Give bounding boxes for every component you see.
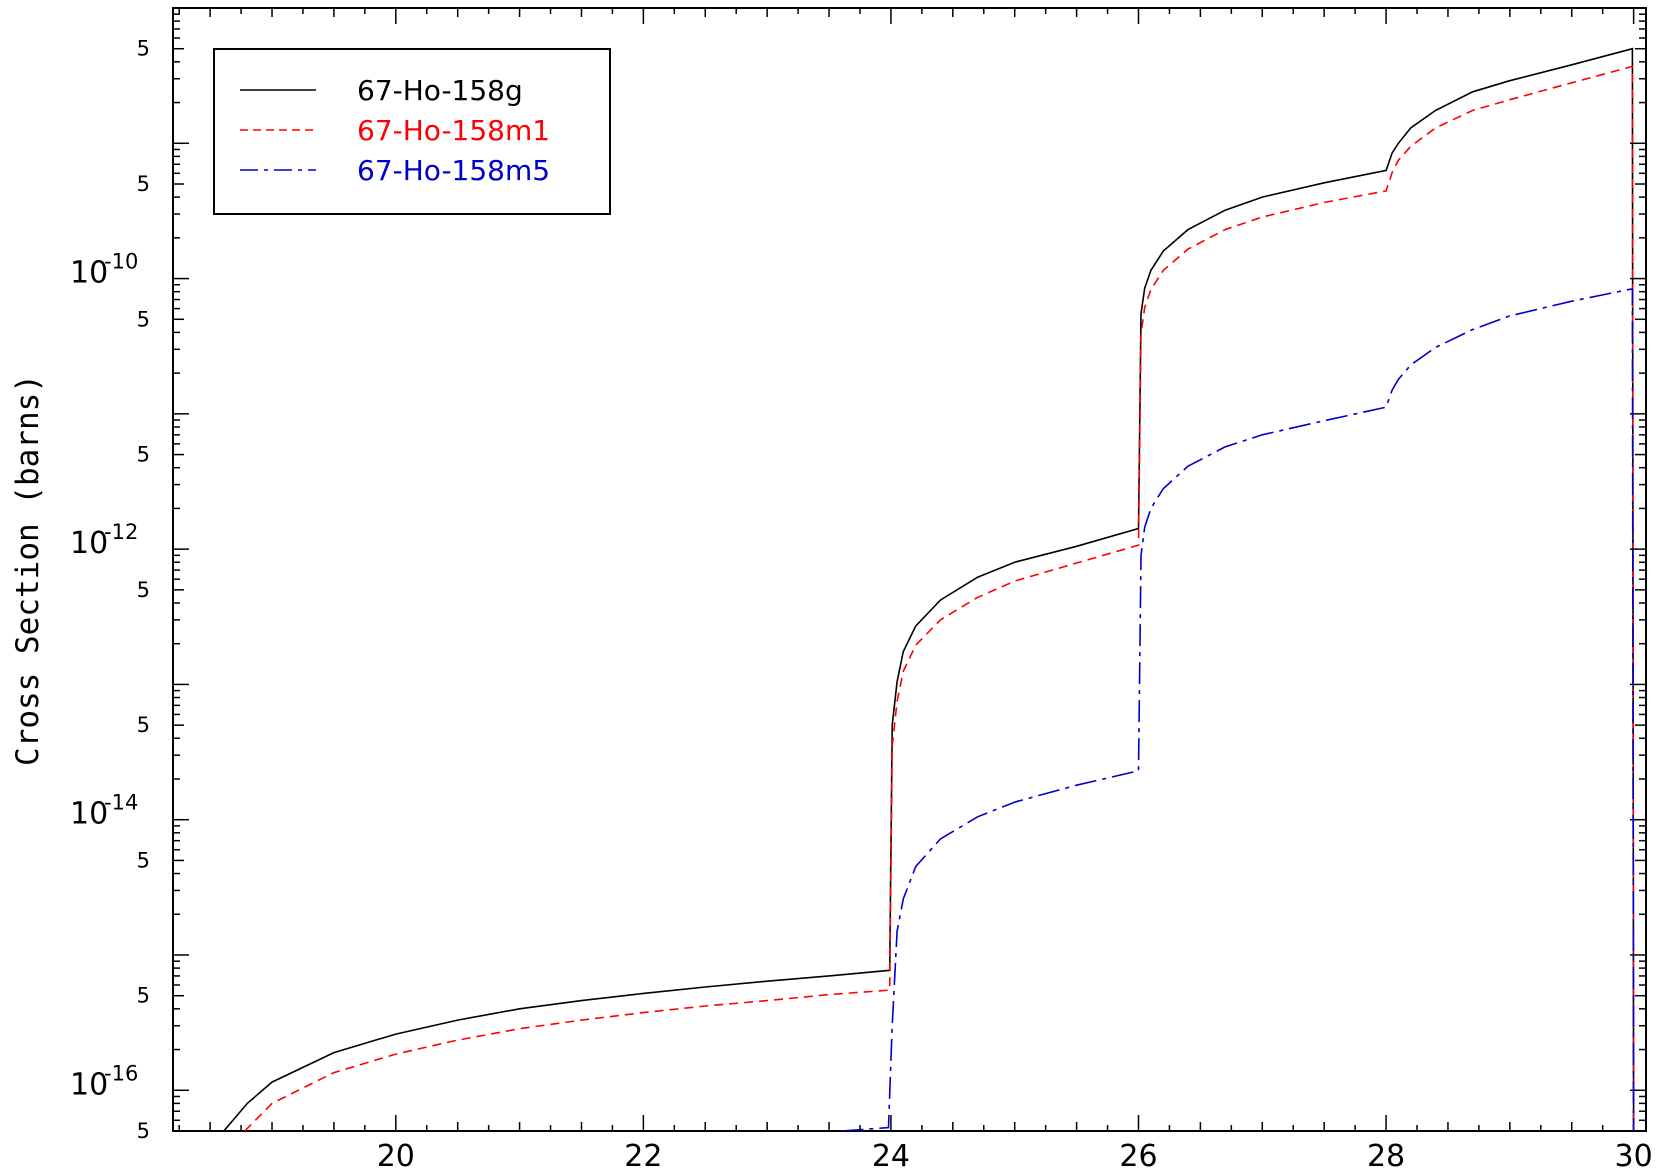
y-tick-label-five: 5 bbox=[137, 578, 150, 602]
y-tick-label-exponent: -12 bbox=[104, 520, 138, 544]
y-tick-label-five: 5 bbox=[137, 1119, 150, 1143]
y-tick-label-exponent: -10 bbox=[104, 250, 138, 274]
x-axis-ticks: 20 22 24 26 28 30 bbox=[178, 8, 1653, 1172]
y-tick-label-five: 5 bbox=[137, 37, 150, 61]
legend-label: 67-Ho-158m5 bbox=[357, 154, 550, 187]
legend-label: 67-Ho-158g bbox=[357, 74, 523, 107]
y-tick-label: 10 bbox=[70, 1067, 108, 1102]
y-tick-label: 10 bbox=[70, 797, 108, 832]
legend-box bbox=[213, 48, 611, 215]
y-tick-label-five: 5 bbox=[137, 713, 150, 737]
x-tick-label: 26 bbox=[1119, 1139, 1157, 1172]
y-tick-label-five: 5 bbox=[137, 172, 150, 196]
legend: 67-Ho-158g 67-Ho-158m1 67-Ho-158m5 bbox=[213, 48, 611, 215]
x-tick-label: 20 bbox=[377, 1139, 415, 1172]
x-tick-label: 30 bbox=[1615, 1139, 1653, 1172]
y-tick-label: 10 bbox=[70, 526, 108, 561]
series-line bbox=[244, 65, 1635, 1131]
x-tick-label: 28 bbox=[1367, 1139, 1405, 1172]
y-tick-label-five: 5 bbox=[137, 307, 150, 331]
y-tick-label-five: 5 bbox=[137, 848, 150, 872]
y-tick-label: 10 bbox=[70, 256, 108, 291]
y-axis-title: Cross Section (barns) bbox=[10, 374, 46, 766]
y-tick-label-five: 5 bbox=[137, 443, 150, 467]
legend-label: 67-Ho-158m1 bbox=[357, 114, 550, 147]
y-tick-label-five: 5 bbox=[137, 984, 150, 1008]
series-line bbox=[841, 287, 1635, 1131]
series-line bbox=[223, 47, 1635, 1131]
series-lines bbox=[223, 47, 1635, 1131]
y-tick-label-exponent: -14 bbox=[104, 791, 138, 815]
y-tick-label-exponent: -16 bbox=[104, 1061, 138, 1085]
x-tick-label: 24 bbox=[872, 1139, 910, 1172]
x-tick-label: 22 bbox=[624, 1139, 662, 1172]
